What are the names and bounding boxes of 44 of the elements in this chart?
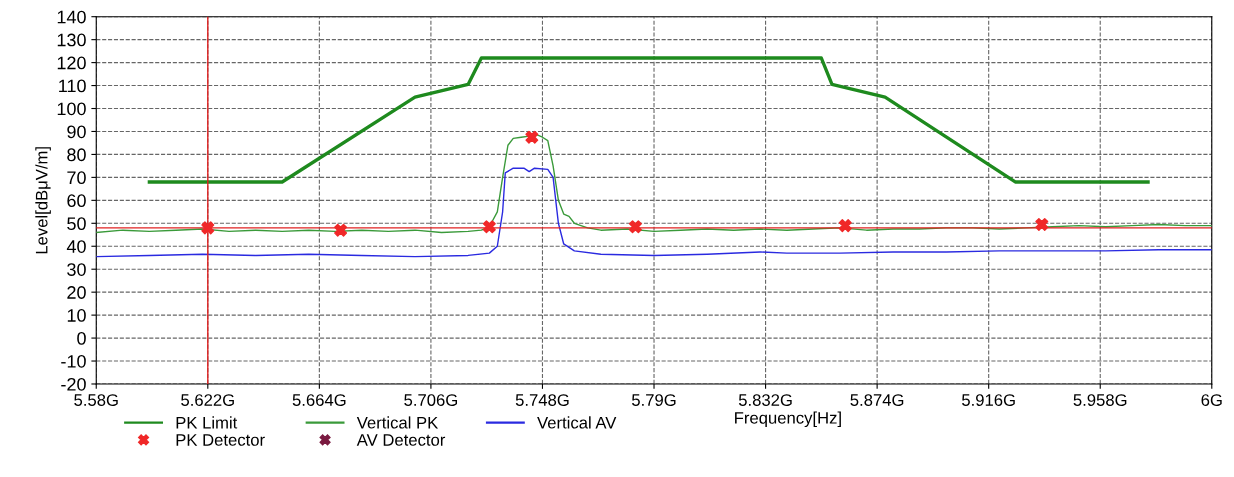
y-tick-label: 20 [67, 286, 86, 299]
y-tick-label: 140 [57, 10, 86, 24]
x-tick-label: 6G [1201, 394, 1222, 406]
y-tick-label: 50 [67, 217, 86, 231]
point [201, 221, 215, 235]
y-tick-label: 120 [57, 56, 86, 70]
x-tick-label: 5.748G [515, 394, 569, 406]
legend-label: PK Detector [176, 434, 265, 446]
y-tick-label: 60 [67, 194, 86, 208]
x-tick-label: 5.706G [404, 394, 458, 406]
point [525, 130, 539, 144]
y-tick-label: 100 [57, 102, 86, 116]
point [482, 220, 496, 234]
y-tick-label: 110 [59, 79, 86, 93]
x-tick-label: 5.58G [74, 394, 118, 406]
x-tick-label: 5.664G [292, 394, 346, 406]
y-tick-label: -20 [61, 377, 86, 391]
x-tick-label: 5.916G [962, 394, 1015, 406]
point [334, 223, 348, 237]
x-tick-label: 5.79G [631, 394, 676, 406]
x-tick-label: 5.622G [181, 394, 234, 406]
line-series [96, 167, 1212, 258]
y-tick-label: 130 [57, 33, 86, 47]
y-tick-label: -10 [61, 354, 86, 368]
x-tick-label: 5.874G [850, 394, 904, 406]
y-tick-label: 80 [67, 148, 86, 162]
point [1035, 217, 1049, 231]
y-tick-label: 70 [67, 171, 86, 185]
y-axis-title: Level[dBμV/m] [35, 147, 51, 254]
point [838, 219, 852, 233]
y-tick-label: 0 [77, 332, 86, 345]
x-axis-title: Frequency[Hz] [735, 411, 841, 428]
line-series [147, 56, 1150, 184]
y-tick-label: 40 [66, 240, 86, 253]
legend-label: Vertical PK [356, 416, 439, 429]
x-tick-label: 5.832G [738, 394, 792, 406]
legend-label: Vertical AV [537, 416, 617, 429]
y-tick-label: 10 [67, 309, 86, 322]
y-tick-label: 30 [67, 263, 86, 276]
legend-label: PK Limit [176, 416, 238, 429]
y-tick-label: 90 [67, 125, 86, 139]
x-tick-label: 5.958G [1073, 394, 1127, 406]
point [628, 220, 642, 234]
legend-label: AV Detector [356, 434, 446, 446]
